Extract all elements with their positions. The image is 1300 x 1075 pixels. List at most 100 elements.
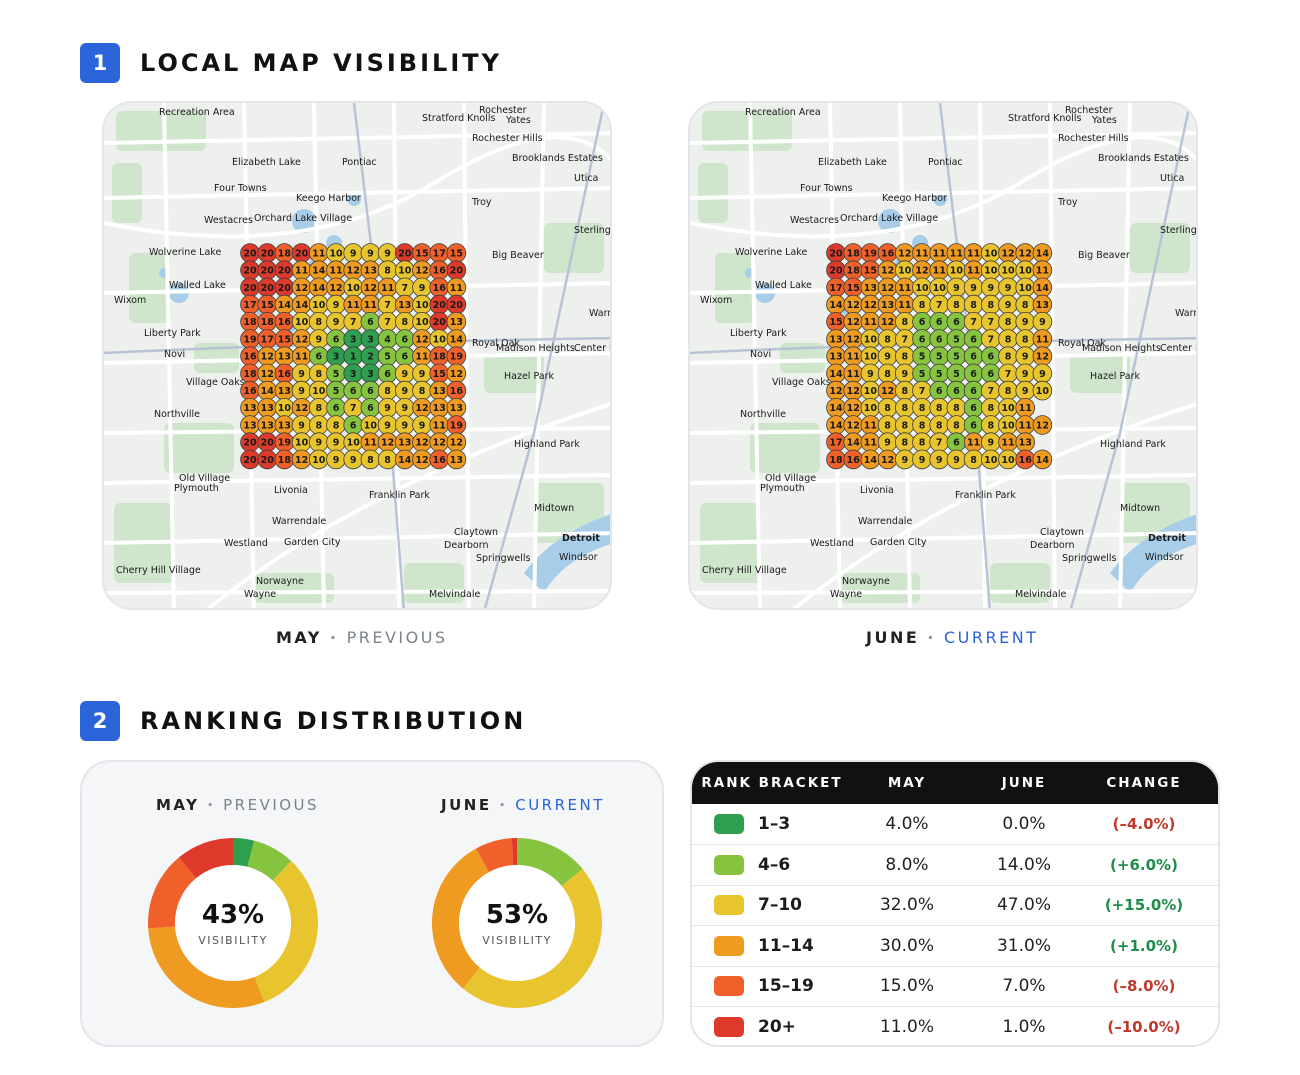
rank-dot-label: 20 (829, 248, 843, 259)
rank-dot-label: 6 (953, 386, 960, 397)
rank-dot-label: 9 (1022, 369, 1029, 380)
rank-dot-label: 12 (433, 438, 446, 449)
rank-dot-label: 12 (864, 300, 877, 311)
bracket-cell: 4–6 (692, 855, 852, 876)
donut-slice (247, 840, 292, 881)
rank-dot-label: 12 (847, 386, 860, 397)
rank-dot-label: 6 (401, 334, 408, 345)
rank-dot-label: 11 (864, 420, 877, 431)
map-place-label: Wolverine Lake (735, 247, 807, 258)
rank-dot-label: 10 (1036, 386, 1050, 397)
bracket-cell: 1–3 (692, 814, 852, 835)
map-place-label: Warrendale (272, 516, 326, 527)
rank-dot-label: 10 (933, 283, 947, 294)
rank-dot-label: 9 (1005, 300, 1012, 311)
road (791, 402, 1196, 608)
rank-dot-label: 9 (401, 369, 408, 380)
rank-dot-label: 9 (333, 317, 340, 328)
map-place-label: Utica (1160, 173, 1184, 184)
road (104, 531, 610, 545)
section-title: LOCAL MAP VISIBILITY (140, 49, 502, 77)
rank-dot-label: 8 (901, 386, 908, 397)
rank-dot-label: 8 (1005, 334, 1012, 345)
rank-dot (446, 449, 467, 470)
rank-dot-label: 9 (298, 386, 305, 397)
rank-dot-label: 8 (953, 300, 960, 311)
rank-dot-label: 11 (364, 300, 377, 311)
rank-dot-label: 11 (1036, 266, 1049, 277)
rank-dot-label: 14 (261, 386, 275, 397)
rank-dot-label: 10 (278, 403, 292, 414)
rank-dot-label: 12 (847, 403, 860, 414)
rank-dot-label: 15 (450, 248, 463, 259)
rank-dot-label: 17 (829, 438, 842, 449)
highway (483, 103, 606, 608)
rank-dot-label: 12 (829, 386, 842, 397)
rank-dot-label: 19 (864, 248, 877, 259)
rank-dot-label: 20 (398, 248, 412, 259)
rank-dot-label: 20 (433, 317, 447, 328)
donut-slice (517, 838, 583, 887)
donut-chart-june (432, 838, 602, 1008)
section-header-map: 1 LOCAL MAP VISIBILITY (80, 43, 502, 83)
map-place-label: Rochester (1065, 105, 1113, 116)
rank-dot-label: 12 (881, 386, 894, 397)
rank-dot-label: 6 (953, 438, 960, 449)
rank-dot-label: 13 (864, 283, 877, 294)
map-place-label: Novi (164, 349, 185, 360)
rank-dot-label: 9 (384, 248, 391, 259)
park-area (715, 253, 755, 323)
rank-dot-label: 9 (315, 438, 322, 449)
rank-dot-label: 10 (398, 266, 412, 277)
bracket-color-swatch (714, 935, 744, 956)
table-row: 4–6 8.0% 14.0% (+6.0%) (692, 844, 1218, 884)
rank-dot-label: 9 (953, 283, 960, 294)
donut-center: 43% VISIBILITY (148, 838, 318, 1008)
lake (933, 192, 947, 206)
rank-dot-label: 10 (864, 352, 878, 363)
rank-dot-label: 14 (278, 300, 292, 311)
rank-dot-label: 6 (333, 403, 340, 414)
rank-dot-label: 14 (1036, 455, 1050, 466)
map-place-label: Sterling Heights (1160, 225, 1198, 236)
rank-dot-label: 16 (847, 455, 861, 466)
donut-june: 53% VISIBILITY (432, 838, 602, 1008)
rank-dot-label: 16 (433, 283, 447, 294)
road (532, 103, 546, 608)
rank-dot-label: 12 (347, 266, 360, 277)
rank-dot-label: 8 (919, 403, 926, 414)
map-may: Recreation Area Stratford Knolls Rochester… (102, 101, 612, 610)
rank-dot-label: 15 (261, 300, 274, 311)
rank-dot-label: 10 (295, 317, 309, 328)
rank-dot-label: 16 (1019, 455, 1033, 466)
section-title: RANKING DISTRIBUTION (140, 707, 527, 735)
rank-dot-label: 13 (433, 386, 446, 397)
rank-dot-label: 16 (433, 455, 447, 466)
rank-dot-label: 12 (450, 438, 463, 449)
rank-dot-label: 8 (384, 266, 391, 277)
rank-dot-label: 20 (261, 455, 275, 466)
rank-dot-label: 11 (898, 300, 911, 311)
rank-dot-label: 20 (450, 266, 464, 277)
may-value: 30.0% (879, 935, 934, 956)
rank-dot-label: 8 (1022, 334, 1029, 345)
rank-dot-label: 6 (987, 352, 994, 363)
rank-dot-label: 12 (847, 300, 860, 311)
rank-dot-label: 9 (350, 455, 357, 466)
map-place-label: Wolverine Lake (149, 247, 221, 258)
rank-dot-label: 8 (953, 420, 960, 431)
rank-dot-label: 18 (278, 248, 292, 259)
park-area (780, 343, 825, 373)
map-place-label: Westacres (790, 215, 839, 226)
rank-dot-label: 18 (829, 455, 843, 466)
map-place-label: Garden City (284, 537, 341, 548)
change-value: (+1.0%) (1110, 936, 1178, 955)
rank-dot-label: 20 (243, 438, 257, 449)
rank-dot-label: 14 (829, 300, 843, 311)
bracket-label: 20+ (758, 1016, 796, 1037)
donut-title-june: JUNE · CURRENT (441, 796, 605, 814)
road (104, 186, 610, 200)
rank-dot-label: 20 (829, 266, 843, 277)
rank-dot-label: 14 (312, 266, 326, 277)
